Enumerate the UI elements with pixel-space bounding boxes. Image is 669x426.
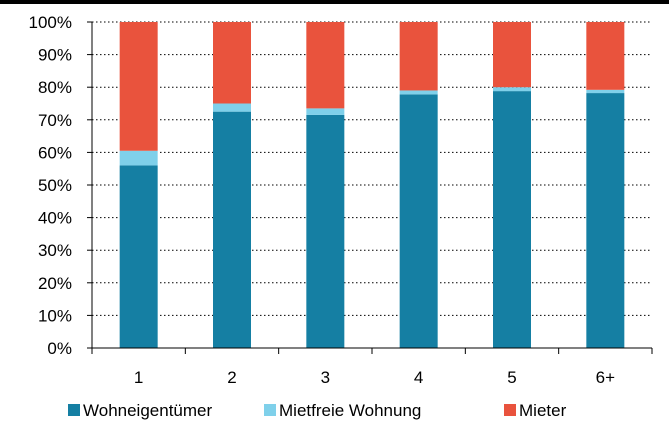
y-tick-label: 50% <box>38 176 72 195</box>
legend-swatch <box>504 404 516 416</box>
x-tick-label: 3 <box>321 368 330 387</box>
bar-segment <box>586 22 625 90</box>
y-tick-label: 100% <box>29 13 72 32</box>
bar-segment <box>399 22 438 91</box>
x-tick-label: 6+ <box>596 368 615 387</box>
x-tick-label: 5 <box>507 368 516 387</box>
top-border <box>0 0 669 4</box>
legend-swatch <box>68 404 80 416</box>
bar-segment <box>119 165 158 348</box>
legend-swatch <box>264 404 276 416</box>
x-tick-label: 4 <box>414 368 423 387</box>
bar-segment <box>493 22 531 88</box>
bar-segment <box>399 94 438 348</box>
bar-segment <box>493 87 531 92</box>
y-tick-label: 60% <box>38 143 72 162</box>
bar-segment <box>399 90 438 95</box>
y-tick-label: 20% <box>38 274 72 293</box>
bar-segment <box>213 111 251 349</box>
bar-segment <box>586 89 625 94</box>
bar-segment <box>306 108 345 115</box>
y-tick-label: 40% <box>38 209 72 228</box>
y-tick-label: 30% <box>38 241 72 260</box>
bar-segment <box>493 91 531 348</box>
bar-segment <box>213 22 251 104</box>
legend-label: Mietfreie Wohnung <box>279 401 421 420</box>
bar-segment <box>213 103 251 112</box>
y-tick-label: 90% <box>38 46 72 65</box>
legend-label: Mieter <box>519 401 567 420</box>
bar-segment <box>306 22 345 109</box>
bar-segment <box>119 22 158 151</box>
bar-segment <box>306 114 345 348</box>
x-tick-label: 1 <box>134 368 143 387</box>
bar-segment <box>586 93 625 349</box>
x-tick-label: 2 <box>227 368 236 387</box>
y-tick-label: 70% <box>38 111 72 130</box>
y-tick-label: 10% <box>38 306 72 325</box>
legend-label: Wohneigentümer <box>83 401 212 420</box>
y-tick-label: 80% <box>38 78 72 97</box>
y-tick-label: 0% <box>47 339 72 358</box>
bar-segment <box>119 150 158 166</box>
